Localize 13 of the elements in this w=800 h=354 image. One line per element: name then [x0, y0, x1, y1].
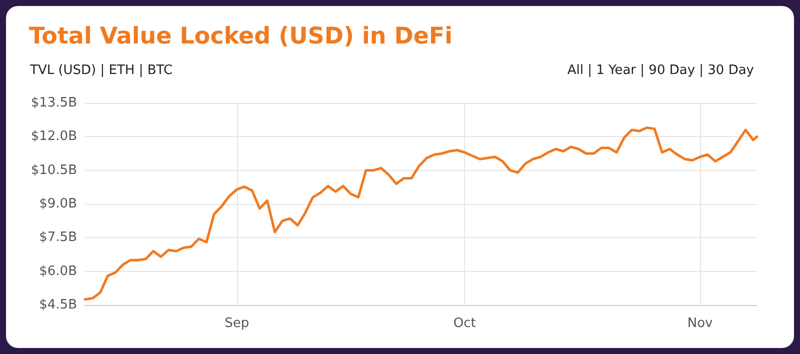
x-tick-label: Sep: [224, 316, 250, 331]
y-tick-label: $4.5B: [39, 298, 77, 312]
text: TVL (USD) | ETH | BTC: [29, 63, 173, 78]
y-tick-label: $13.5B: [30, 96, 77, 110]
y-tick-label: $12.0B: [30, 129, 77, 144]
x-tick-label: Nov: [687, 316, 714, 331]
y-tick-label: $10.5B: [30, 162, 77, 178]
text: All | 1 Year | 90 Day | 30 Day: [567, 63, 754, 78]
y-tick-label: $9.0B: [39, 196, 77, 212]
y-tick-label: $6.0B: [39, 264, 77, 279]
x-tick-label: Oct: [453, 316, 476, 331]
y-tick-label: $7.5B: [39, 230, 77, 246]
chart-title: Total Value Locked (USD) in DeFi: [29, 24, 453, 50]
